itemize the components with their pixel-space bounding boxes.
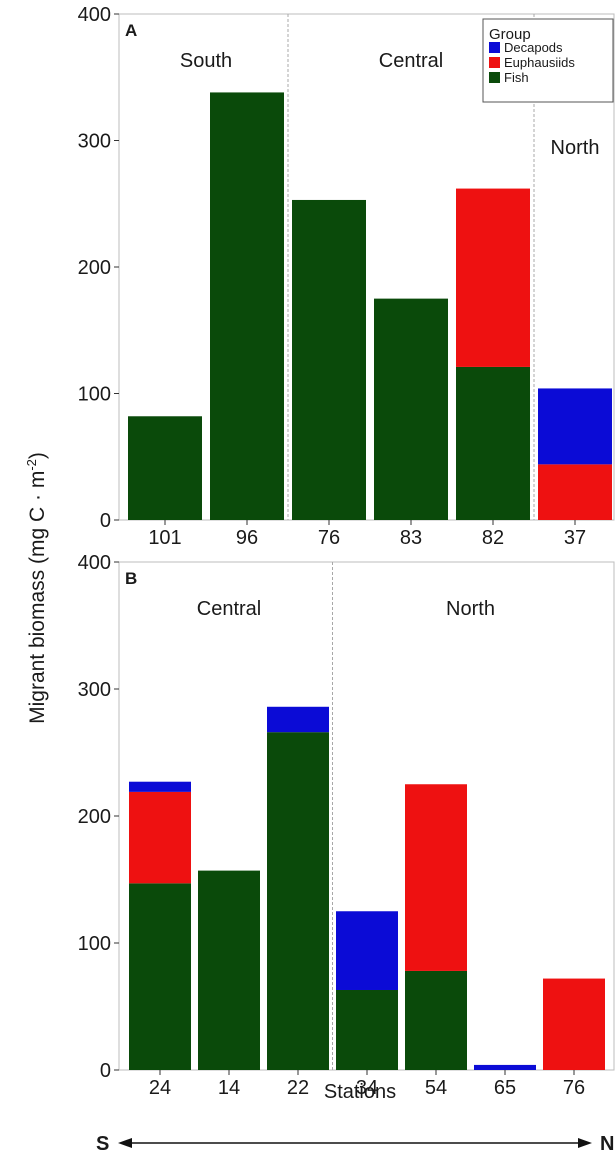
region-label-south: South <box>180 50 232 72</box>
bar-fish-101 <box>128 416 202 520</box>
bar-decapods-37 <box>538 388 612 465</box>
y-axis-label-sup: -2 <box>24 459 39 471</box>
panel-b: 24 14 22 34 54 65 76 0 100 200 300 400 Central North B <box>78 552 615 1099</box>
legend-label-decapods: Decapods <box>504 40 563 55</box>
x-tick-label-24: 24 <box>149 1077 171 1099</box>
x-tick-label-14: 14 <box>218 1077 240 1099</box>
x-tick-label-96: 96 <box>236 527 258 549</box>
bar-fish-54 <box>405 970 467 1070</box>
x-tick-label-76: 76 <box>318 527 340 549</box>
x-tick-label-22: 22 <box>287 1077 309 1099</box>
legend-swatch-euphausiids <box>489 57 500 68</box>
direction-arrowhead-left <box>118 1138 132 1148</box>
x-tick-label-83: 83 <box>400 527 422 549</box>
legend-box <box>482 18 614 103</box>
bar-fish-24 <box>129 883 191 1070</box>
bar-fish-96 <box>210 92 284 521</box>
bar-fish-83 <box>374 298 448 520</box>
region-label-north: North <box>446 598 495 620</box>
bar-euphausiids-37 <box>538 464 612 520</box>
x-tick-label-101: 101 <box>148 527 181 549</box>
y-tick-label: 300 <box>78 131 111 153</box>
bar-fish-34 <box>336 989 398 1070</box>
bar-euphausiids-24 <box>129 791 191 884</box>
bar-euphausiids-82 <box>456 188 530 367</box>
bar-euphausiids-54 <box>405 784 467 971</box>
bar-fish-76 <box>292 199 366 520</box>
legend-label-fish: Fish <box>504 70 529 85</box>
legend-title: Group <box>489 26 531 43</box>
bar-decapods-34 <box>336 911 398 990</box>
bar-fish-82 <box>456 366 530 520</box>
legend-swatch-decapods <box>489 42 500 53</box>
y-tick-label: 100 <box>78 384 111 406</box>
region-label-central: Central <box>379 50 443 72</box>
y-tick-label: 0 <box>100 510 111 532</box>
y-axis-label-main: Migrant biomass (mg C · m <box>26 471 49 724</box>
y-axis-label: Migrant biomass (mg C · m-2) <box>24 452 49 724</box>
direction-arrowhead-right <box>578 1138 592 1148</box>
panel-a: 101 96 76 83 82 37 0 100 200 300 400 South Central No… <box>78 4 615 549</box>
y-tick-label: 400 <box>78 4 111 26</box>
x-tick-label-76: 76 <box>563 1077 585 1099</box>
y-tick-label: 200 <box>78 806 111 828</box>
legend-label-euphausiids: Euphausiids <box>504 55 575 70</box>
x-tick-label-37: 37 <box>564 527 586 549</box>
bar-decapods-22 <box>267 706 329 733</box>
y-tick-label: 400 <box>78 552 111 574</box>
x-axis-label: Stations <box>324 1081 396 1103</box>
x-tick-label-34: 34 <box>356 1077 378 1099</box>
bar-decapods-65 <box>474 1064 536 1070</box>
y-tick-label: 100 <box>78 933 111 955</box>
bar-fish-14 <box>198 870 260 1070</box>
x-tick-label-65: 65 <box>494 1077 516 1099</box>
bar-fish-22 <box>267 732 329 1070</box>
direction-south-label: S <box>96 1133 109 1155</box>
y-tick-label: 0 <box>100 1060 111 1082</box>
direction-arrow: S N <box>96 1133 614 1155</box>
x-tick-label-82: 82 <box>482 527 504 549</box>
legend-swatch-fish <box>489 72 500 83</box>
bar-euphausiids-76 <box>543 978 605 1070</box>
region-label-north: North <box>551 137 600 159</box>
panel-label: A <box>125 21 137 40</box>
panel-label: B <box>125 569 137 588</box>
bar-decapods-24 <box>129 781 191 792</box>
y-axis-label-close: ) <box>26 452 49 459</box>
region-label-central: Central <box>197 598 261 620</box>
direction-north-label: N <box>600 1133 614 1155</box>
y-tick-label: 300 <box>78 679 111 701</box>
y-tick-label: 200 <box>78 257 111 279</box>
x-tick-label-54: 54 <box>425 1077 447 1099</box>
